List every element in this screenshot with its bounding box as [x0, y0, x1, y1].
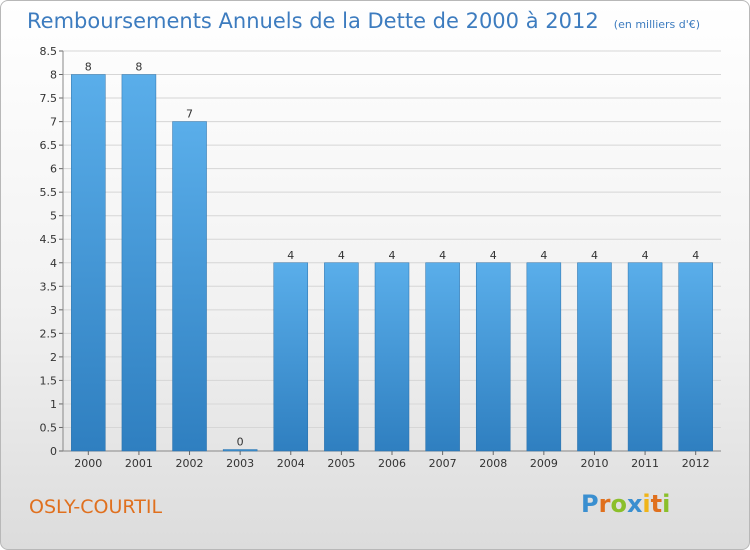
x-tick-label-2003: 2003	[226, 457, 254, 470]
logo-letter: r	[598, 490, 611, 518]
bar-2001	[121, 74, 157, 452]
bar-2004	[273, 262, 309, 452]
x-tick-label-2004: 2004	[277, 457, 305, 470]
bar-2008	[475, 262, 511, 452]
x-tick-label-2008: 2008	[479, 457, 507, 470]
x-tick-label-2007: 2007	[429, 457, 457, 470]
x-tick-label-2012: 2012	[682, 457, 710, 470]
y-tick-label: 1	[50, 398, 57, 411]
title-row: Remboursements Annuels de la Dette de 20…	[27, 9, 700, 33]
logo-letter: i	[642, 490, 651, 518]
x-tick-label-2001: 2001	[125, 457, 153, 470]
proxiti-logo: Proxiti	[581, 490, 670, 518]
y-tick-label: 4	[50, 257, 57, 270]
y-tick-label: 7	[50, 116, 57, 129]
y-tick-label: 8.5	[40, 45, 58, 58]
y-tick-label: 2.5	[40, 327, 58, 340]
bars	[71, 74, 713, 452]
x-tick-label-2006: 2006	[378, 457, 406, 470]
value-label-2009: 4	[540, 249, 547, 262]
labels: 0 0.5 1 1.5 2 2.5 3 3.5 4 4.5 5 5.5 6 6.5 7 7.5 8 8.5 8 200…	[40, 45, 710, 470]
value-label-2000: 8	[85, 61, 92, 74]
y-tick-label: 3.5	[40, 280, 58, 293]
y-tick-label: 5	[50, 210, 57, 223]
logo-letter: t	[650, 490, 663, 518]
y-tick-label: 0	[50, 445, 57, 458]
y-tick-label: 6	[50, 163, 57, 176]
value-label-2012: 4	[692, 249, 699, 262]
x-tick-label-2005: 2005	[327, 457, 355, 470]
value-label-2002: 7	[186, 108, 193, 121]
bar-2007	[425, 262, 460, 452]
y-tick-label: 1.5	[40, 374, 58, 387]
value-label-2008: 4	[490, 249, 497, 262]
chart-title: Remboursements Annuels de la Dette de 20…	[27, 9, 599, 33]
bar-2011	[627, 262, 663, 452]
bar-2000	[71, 74, 106, 452]
logo-letter: P	[581, 490, 599, 518]
value-label-2011: 4	[642, 249, 649, 262]
logo-letter: x	[626, 490, 643, 518]
value-label-2004: 4	[287, 249, 294, 262]
bar-2010	[577, 262, 612, 452]
value-label-2001: 8	[135, 61, 142, 74]
bar-2005	[324, 262, 359, 452]
y-tick-label: 2	[50, 351, 57, 364]
value-label-2007: 4	[439, 249, 446, 262]
x-tick-label-2010: 2010	[580, 457, 608, 470]
logo-letter: i	[662, 490, 671, 518]
y-tick-label: 4.5	[40, 233, 58, 246]
y-tick-label: 7.5	[40, 92, 58, 105]
x-tick-label-2000: 2000	[74, 457, 102, 470]
y-tick-label: 0.5	[40, 421, 58, 434]
bar-2002	[172, 121, 207, 452]
value-label-2006: 4	[389, 249, 396, 262]
value-label-2005: 4	[338, 249, 345, 262]
y-tick-label: 3	[50, 304, 57, 317]
bar-2012	[678, 262, 713, 452]
bar-2006	[374, 262, 410, 452]
x-tick-label-2002: 2002	[176, 457, 204, 470]
y-tick-label: 8	[50, 69, 57, 82]
x-tick-label-2009: 2009	[530, 457, 558, 470]
y-tick-label: 6.5	[40, 139, 58, 152]
town-name: OSLY-COURTIL	[29, 496, 163, 518]
y-tick-label: 5.5	[40, 186, 58, 199]
chart-subtitle: (en milliers d'€)	[613, 18, 701, 31]
bar-2003	[222, 449, 258, 452]
bar-2009	[526, 262, 562, 452]
x-tick-label-2011: 2011	[631, 457, 659, 470]
value-label-2003: 0	[237, 436, 244, 449]
logo-letter: o	[610, 490, 627, 518]
value-label-2010: 4	[591, 249, 598, 262]
